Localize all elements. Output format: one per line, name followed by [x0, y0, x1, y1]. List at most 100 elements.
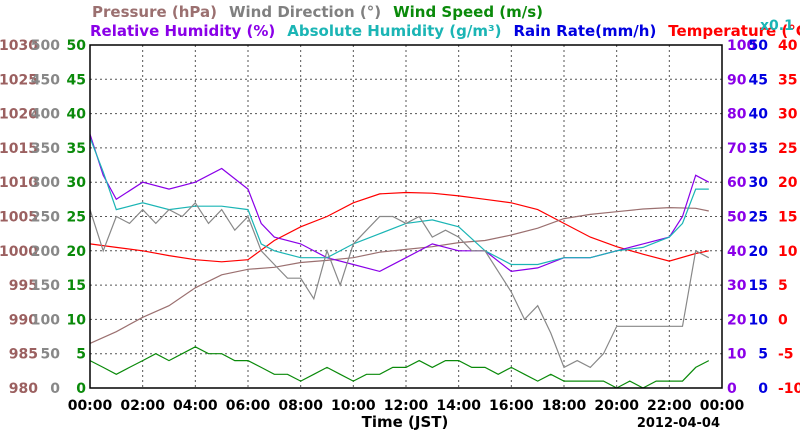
x-tick-label: 10:00 — [331, 398, 376, 414]
tick-wind-dir: 0 — [50, 381, 60, 397]
tick-wind-dir: 350 — [31, 141, 60, 157]
tick-humidity: 90 — [727, 72, 747, 88]
x-tick-label: 14:00 — [436, 398, 481, 414]
tick-pressure: 990 — [9, 312, 38, 328]
legend-pressure-hpa: Pressure (hPa) — [92, 3, 217, 21]
tick-temperature: 35 — [778, 72, 797, 88]
tick-rain: 35 — [749, 141, 768, 157]
plot-frame — [89, 44, 723, 389]
tick-pressure: 1015 — [0, 141, 38, 157]
legend-wind-speed-m-s: Wind Speed (m/s) — [393, 3, 543, 21]
tick-wind-speed: 20 — [67, 244, 87, 260]
tick-temperature: 30 — [778, 107, 798, 123]
tick-rain: 45 — [749, 72, 768, 88]
grid — [90, 45, 722, 388]
tick-pressure: 1000 — [0, 244, 38, 260]
tick-rain: 10 — [749, 312, 769, 328]
tick-humidity: 70 — [727, 141, 747, 157]
tick-temperature: 40 — [778, 38, 798, 54]
legend-temperature-c: Temperature (°C) — [668, 22, 800, 40]
tick-wind-speed: 15 — [67, 278, 86, 294]
x-tick-label: 18:00 — [542, 398, 587, 414]
tick-humidity: 40 — [727, 244, 747, 260]
tick-humidity: 0 — [727, 381, 737, 397]
x-tick-label: 20:00 — [594, 398, 639, 414]
legend-row-1: Pressure (hPa) Wind Direction (°) Wind Spe… — [92, 3, 543, 21]
tick-rain: 50 — [749, 38, 769, 54]
tick-wind-dir: 100 — [31, 312, 60, 328]
tick-pressure: 1020 — [0, 107, 38, 123]
tick-rain: 30 — [749, 175, 769, 191]
x-tick-label: 22:00 — [647, 398, 692, 414]
tick-wind-speed: 40 — [67, 107, 87, 123]
legend-rain-rate-mm-h: Rain Rate(mm/h) — [513, 22, 656, 40]
tick-temperature: -10 — [778, 381, 800, 397]
series-relative-humidity — [89, 134, 710, 273]
tick-temperature: 25 — [778, 141, 797, 157]
legend-absolute-humidity-g-m: Absolute Humidity (g/m³) — [287, 22, 501, 40]
tick-pressure: 1025 — [0, 72, 38, 88]
tick-temperature: -5 — [778, 347, 794, 363]
tick-temperature: 20 — [778, 175, 798, 191]
tick-rain: 15 — [749, 278, 768, 294]
tick-pressure: 985 — [9, 347, 38, 363]
tick-humidity: 80 — [727, 107, 747, 123]
x-tick-label: 00:00 — [700, 398, 745, 414]
tick-wind-dir: 500 — [31, 38, 60, 54]
x-tick-labels: 00:00 02:00 04:00 06:00 08:00 10:00 12:00 14:00… — [68, 398, 745, 414]
x-tick-label: 00:00 — [68, 398, 113, 414]
tick-humidity: 50 — [727, 210, 747, 226]
tick-wind-speed: 35 — [67, 141, 86, 157]
scale-note: x0.1 — [760, 18, 794, 34]
tick-wind-dir: 150 — [31, 278, 60, 294]
x-tick-label: 08:00 — [278, 398, 323, 414]
tick-temperature: 15 — [778, 210, 797, 226]
tick-pressure: 1010 — [0, 175, 38, 191]
tick-wind-speed: 10 — [67, 312, 87, 328]
tick-rain: 20 — [749, 244, 769, 260]
tick-humidity: 100 — [727, 38, 756, 54]
tick-temperature: 0 — [778, 312, 788, 328]
x-axis-label: Time (JST) — [362, 413, 449, 431]
series-wind-speed-m-s — [89, 346, 710, 389]
legend-wind-direction: Wind Direction (°) — [229, 3, 381, 21]
tick-wind-dir: 400 — [31, 107, 60, 123]
tick-wind-speed: 30 — [67, 175, 87, 191]
legend-relative-humidity: Relative Humidity (%) — [90, 22, 275, 40]
tick-wind-speed: 45 — [67, 72, 86, 88]
tick-pressure: 980 — [9, 381, 38, 397]
tick-humidity: 10 — [727, 347, 747, 363]
tick-wind-speed: 50 — [67, 38, 87, 54]
tick-wind-dir: 300 — [31, 175, 60, 191]
legend-row-2: Relative Humidity (%) Absolute Humidity (… — [90, 18, 800, 40]
tick-wind-dir: 450 — [31, 72, 60, 88]
x-tick-label: 04:00 — [173, 398, 218, 414]
tick-pressure: 1005 — [0, 210, 38, 226]
tick-wind-dir: 200 — [31, 244, 60, 260]
series-temperature-c — [89, 191, 709, 263]
x-tick-label: 06:00 — [226, 398, 271, 414]
series-absolute-humidity-g-m — [89, 137, 709, 266]
tick-wind-dir: 250 — [31, 210, 60, 226]
tick-rain: 0 — [758, 381, 768, 397]
x-tick-label: 02:00 — [120, 398, 165, 414]
date-label: 2012-04-04 — [637, 416, 720, 431]
tick-humidity: 30 — [727, 278, 747, 294]
tick-rain: 25 — [749, 210, 768, 226]
tick-pressure: 1030 — [0, 38, 38, 54]
tick-pressure: 995 — [9, 278, 38, 294]
tick-wind-speed: 0 — [76, 381, 86, 397]
tick-temperature: 10 — [778, 244, 798, 260]
series-wind-direction — [89, 201, 710, 369]
x-tick-label: 16:00 — [489, 398, 534, 414]
x-tick-label: 12:00 — [384, 398, 429, 414]
series-pressure-hpa — [89, 206, 709, 344]
series-group — [89, 134, 710, 389]
tick-rain: 40 — [749, 107, 769, 123]
tick-wind-dir: 50 — [41, 347, 61, 363]
tick-wind-speed: 5 — [76, 347, 86, 363]
axis-tick-labels: 1030102510201015101010051000995990985980… — [0, 38, 800, 397]
tick-humidity: 60 — [727, 175, 747, 191]
tick-temperature: 5 — [778, 278, 788, 294]
